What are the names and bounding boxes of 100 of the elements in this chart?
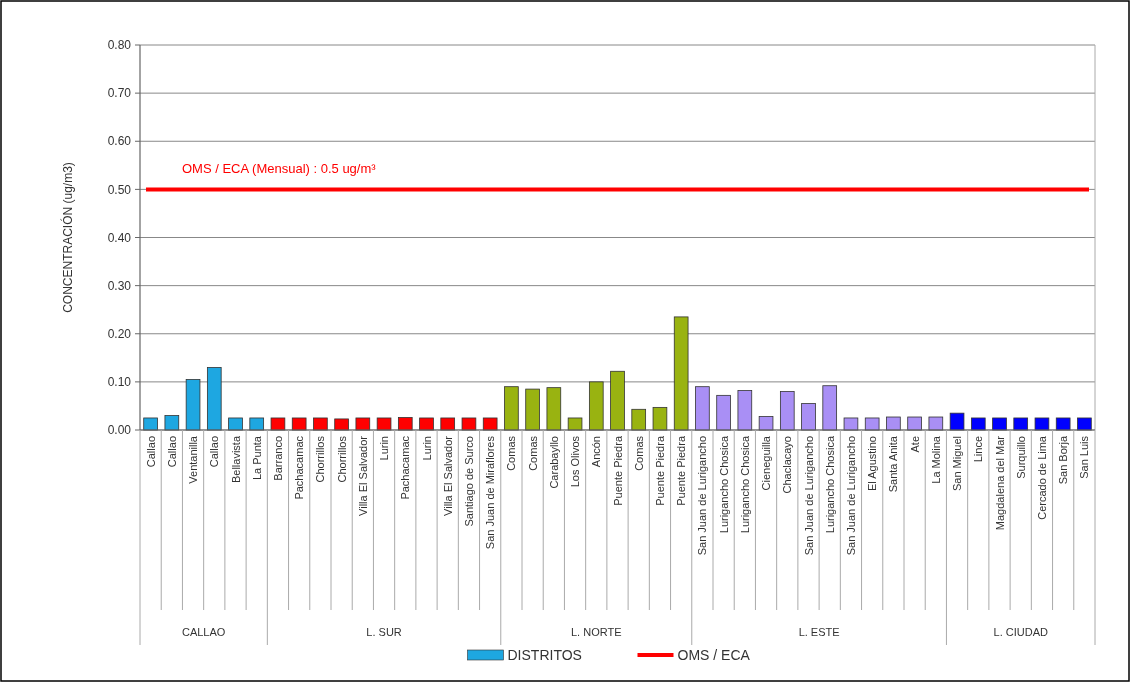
bar xyxy=(397,417,413,431)
x-tick-label: San Juan de Lurigancho xyxy=(696,436,709,556)
bar xyxy=(886,416,901,431)
bar xyxy=(461,417,477,431)
x-tick-label: La Molina xyxy=(929,435,942,484)
y-tick-label: 0.80 xyxy=(107,38,132,53)
bar xyxy=(588,381,604,431)
bar xyxy=(206,367,222,431)
bar xyxy=(313,417,328,431)
x-tick-label: Santiago de Surco xyxy=(462,436,475,527)
x-tick-label: El Agustino xyxy=(866,436,879,492)
x-tick-label: Puente Piedra xyxy=(653,435,666,506)
text: L. SUR xyxy=(366,626,402,638)
bar xyxy=(270,417,286,431)
bar xyxy=(737,390,753,431)
bar xyxy=(334,418,349,431)
x-tick-label: Lurigancho Chosica xyxy=(823,435,836,534)
y-tick-label: 0.20 xyxy=(107,326,132,341)
x-tick-label: San Miguel xyxy=(951,436,964,492)
x-tick-label: San Borja xyxy=(1057,435,1070,485)
bar xyxy=(928,416,944,431)
x-tick-label: Chorrillos xyxy=(314,435,327,483)
x-tick-label: Magdalena del Mar xyxy=(993,435,1006,531)
bar xyxy=(610,370,625,431)
y-tick-label: 0.70 xyxy=(107,86,132,101)
x-tick-label: Ancón xyxy=(590,436,603,468)
bar xyxy=(652,406,668,431)
x-tick-label: Callao xyxy=(208,436,221,468)
y-tick-label: 0.30 xyxy=(107,278,132,293)
bar xyxy=(673,316,689,431)
bar xyxy=(864,417,880,431)
x-tick-label: Lurigancho Chosica xyxy=(738,435,751,534)
bar xyxy=(992,417,1007,431)
text: L. NORTE xyxy=(571,626,622,638)
bar xyxy=(822,385,838,431)
bar xyxy=(843,417,859,431)
x-tick-label: Lurin xyxy=(420,436,433,461)
bar xyxy=(185,379,201,431)
bar xyxy=(631,408,647,431)
legend-label: DISTRITOS xyxy=(507,647,582,663)
x-tick-label: Chorrillos xyxy=(335,435,348,483)
bar xyxy=(779,391,795,431)
x-tick-label: Lince xyxy=(972,436,985,463)
x-tick-label: Comas xyxy=(632,435,645,471)
x-tick-label: Los Olivos xyxy=(569,435,582,488)
x-tick-label: Callao xyxy=(144,436,157,468)
x-tick-label: Villa El Salvador xyxy=(441,435,454,516)
bar xyxy=(970,417,986,431)
bar xyxy=(228,417,243,431)
x-tick-label: Callao xyxy=(165,436,178,468)
x-tick-label: Barranco xyxy=(271,436,284,481)
y-tick-label: 0.60 xyxy=(107,134,132,149)
bar xyxy=(546,387,562,431)
bar xyxy=(801,403,816,431)
bar xyxy=(949,412,965,431)
bar xyxy=(419,417,434,431)
bar xyxy=(525,388,540,431)
x-tick-label: Lurin xyxy=(378,436,391,461)
bar xyxy=(1055,417,1071,431)
bar xyxy=(907,416,922,431)
text: CALLAO xyxy=(181,626,226,638)
x-tick-label: Santa Anita xyxy=(887,435,900,493)
bar xyxy=(716,394,731,431)
x-tick-label: Puente Piedra xyxy=(675,435,688,506)
x-tick-label: Chaclacayo xyxy=(781,436,794,494)
x-tick-label: Ate xyxy=(908,436,921,453)
y-tick-label: 0.00 xyxy=(107,423,132,438)
x-tick-label: Puente Piedra xyxy=(611,435,624,506)
x-tick-label: San Juan de Lurigancho xyxy=(844,436,857,556)
bar xyxy=(376,417,392,431)
x-tick-label: Surquillo xyxy=(1014,436,1027,479)
text: L. CIUDAD xyxy=(993,626,1048,638)
x-tick-label: Ventanilla xyxy=(187,435,200,484)
x-tick-label: San Juan de Lurigancho xyxy=(802,436,815,556)
annotation: OMS / ECA (Mensual) : 0.5 ug/m³ xyxy=(182,161,377,177)
x-tick-label: San Juan de Miraflores xyxy=(484,435,497,550)
bar xyxy=(567,417,583,431)
x-tick-label: Villa El Salvador xyxy=(356,435,369,516)
y-tick-label: 0.10 xyxy=(107,375,132,390)
x-tick-label: Comas xyxy=(526,435,539,471)
x-tick-label: Bellavista xyxy=(229,435,242,484)
y-tick-label: 0.50 xyxy=(107,182,132,197)
x-tick-label: Cieneguilla xyxy=(760,435,773,491)
bar xyxy=(695,386,710,431)
bar xyxy=(1013,417,1029,431)
legend-label: OMS / ECA xyxy=(677,647,751,663)
bar xyxy=(440,417,456,431)
y-axis-title: CONCENTRACIÓN (ug/m3) xyxy=(60,162,75,313)
bar xyxy=(164,415,180,431)
bar xyxy=(249,417,265,431)
bar xyxy=(1034,417,1050,431)
y-tick-label: 0.40 xyxy=(107,230,132,245)
bar xyxy=(482,417,498,431)
bar xyxy=(758,416,774,431)
bar xyxy=(143,417,158,431)
text: L. ESTE xyxy=(798,626,840,638)
bar xyxy=(1077,417,1092,431)
x-tick-label: Lurigancho Chosica xyxy=(717,435,730,534)
bar xyxy=(355,417,371,431)
x-tick-label: Pachacamac xyxy=(293,435,306,500)
